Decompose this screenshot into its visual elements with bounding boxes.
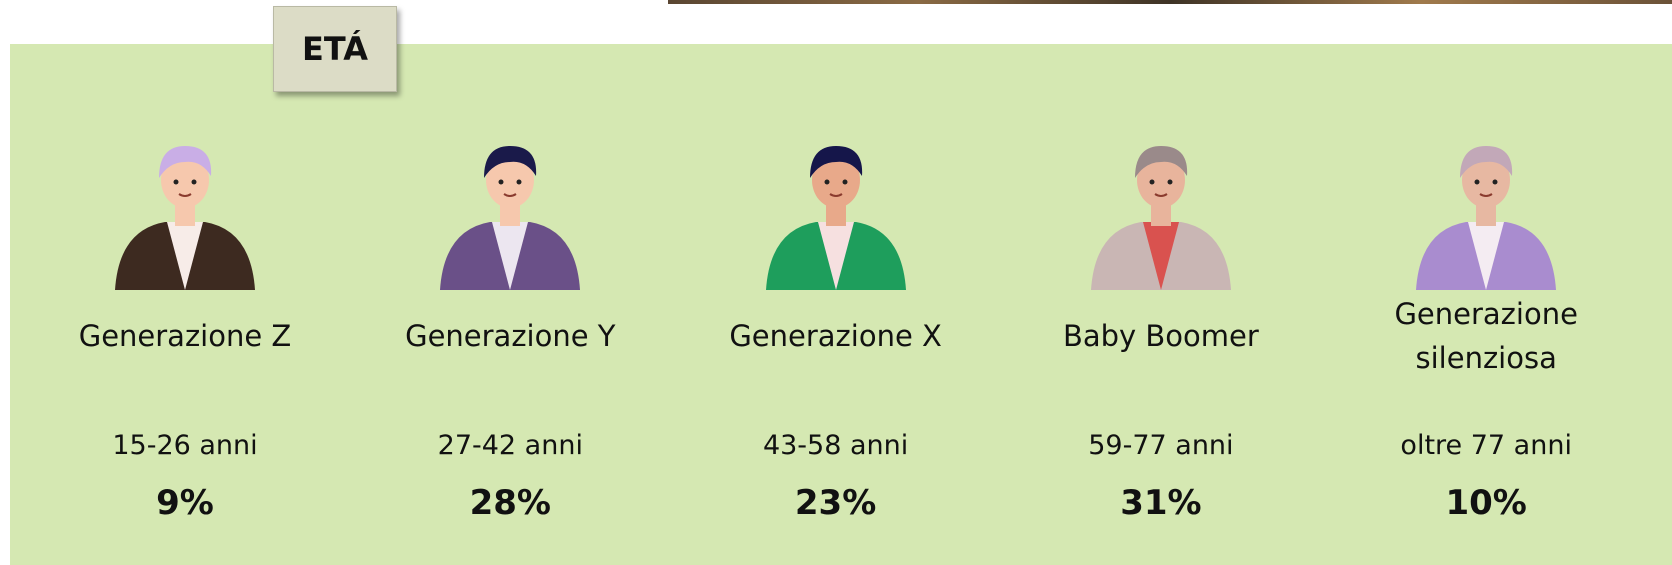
share-value-text: 9% [156,483,214,523]
page: ETÁ Generazione Z15-26 anni9%Generazione… [0,0,1672,565]
age-range: 27-42 anni [360,430,660,461]
age-range-text: 43-58 anni [763,430,908,461]
share-value: 10% [1336,483,1636,523]
share-value: 28% [360,483,660,523]
group: Generazione silenziosa oltre 77 anni 10% [1336,130,1636,523]
photo-strip [668,0,1672,4]
avatar [1406,130,1566,290]
avatar [430,130,590,290]
share-value: 23% [686,483,986,523]
share-value-text: 31% [1120,483,1201,523]
age-range-text: oltre 77 anni [1400,430,1572,461]
group-name: Generazione X [686,290,986,382]
group-name: Baby Boomer [1011,290,1311,382]
age-range: oltre 77 anni [1336,430,1636,461]
share-value-text: 28% [470,483,551,523]
group-name: Generazione silenziosa [1336,290,1636,382]
age-range: 59-77 anni [1011,430,1311,461]
group: Generazione Y 27-42 anni 28% [360,130,660,523]
group-name-text: Generazione X [729,314,942,358]
group-name-text: Baby Boomer [1063,314,1259,358]
group: Baby Boomer 59-77 anni 31% [1011,130,1311,523]
share-value: 31% [1011,483,1311,523]
age-range-text: 27-42 anni [438,430,583,461]
group-name-text: Generazione silenziosa [1371,292,1601,380]
group: Generazione X 43-58 anni 23% [686,130,986,523]
group-name: Generazione Y [360,290,660,382]
group: Generazione Z 15-26 anni 9% [35,130,335,523]
share-value-text: 10% [1445,483,1526,523]
age-range-text: 59-77 anni [1088,430,1233,461]
avatar [756,130,916,290]
avatar [1081,130,1241,290]
group-name-text: Generazione Z [79,314,292,358]
group-name-text: Generazione Y [405,314,615,358]
group-name: Generazione Z [35,290,335,382]
age-range: 43-58 anni [686,430,986,461]
age-range-text: 15-26 anni [112,430,257,461]
age-range: 15-26 anni [35,430,335,461]
share-value-text: 23% [795,483,876,523]
avatar [105,130,265,290]
section-title: ETÁ [273,6,397,92]
share-value: 9% [35,483,335,523]
